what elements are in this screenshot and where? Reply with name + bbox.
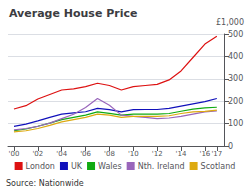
- svg-text:'04: '04: [56, 150, 67, 158]
- svg-text:'10: '10: [128, 150, 139, 158]
- svg-text:'17: '17: [211, 150, 222, 158]
- svg-text:Wales: Wales: [98, 162, 122, 171]
- svg-text:£1,000: £1,000: [216, 18, 244, 27]
- svg-text:400: 400: [228, 52, 243, 61]
- svg-text:200: 200: [228, 97, 243, 106]
- svg-text:100: 100: [228, 119, 243, 128]
- svg-text:'08: '08: [104, 150, 115, 158]
- svg-text:Source: Nationwide: Source: Nationwide: [6, 179, 84, 188]
- svg-text:'06: '06: [80, 150, 91, 158]
- svg-text:'14: '14: [176, 150, 187, 158]
- svg-text:'00: '00: [9, 150, 20, 158]
- svg-text:'16: '16: [199, 150, 210, 158]
- svg-text:Nth. Ireland: Nth. Ireland: [138, 162, 185, 171]
- svg-text:'02: '02: [32, 150, 43, 158]
- svg-text:Average House Price: Average House Price: [9, 7, 137, 20]
- svg-text:0: 0: [228, 142, 233, 151]
- svg-text:300: 300: [228, 74, 243, 83]
- svg-text:UK: UK: [71, 162, 83, 171]
- svg-text:Scotland: Scotland: [201, 162, 236, 171]
- svg-text:London: London: [26, 162, 55, 171]
- svg-text:500: 500: [228, 30, 243, 39]
- svg-text:'12: '12: [152, 150, 163, 158]
